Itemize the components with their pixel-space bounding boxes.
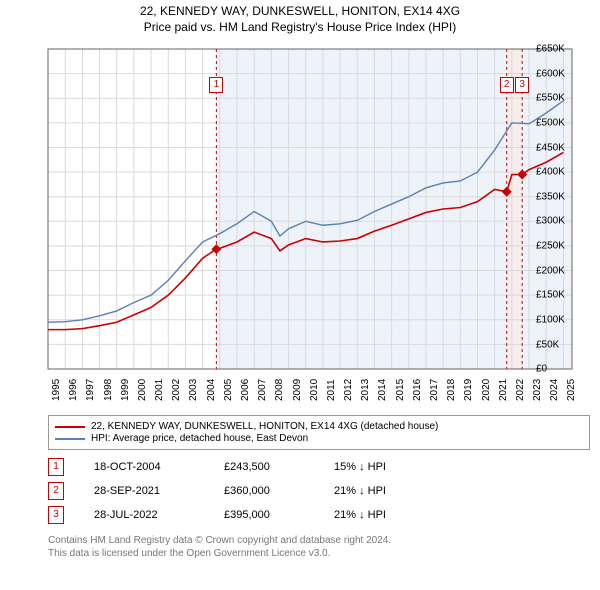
- x-tick-label: 2019: [463, 379, 474, 401]
- chart-container: 22, KENNEDY WAY, DUNKESWELL, HONITON, EX…: [0, 0, 600, 560]
- events-table: 1 18-OCT-2004 £243,500 15% ↓ HPI 2 28-SEP-202…: [48, 458, 590, 524]
- x-tick-label: 2007: [257, 379, 268, 401]
- event-date: 28-SEP-2021: [94, 485, 194, 497]
- event-price: £243,500: [224, 461, 304, 473]
- y-tick-label: £400K: [536, 167, 580, 178]
- x-tick-label: 1996: [68, 379, 79, 401]
- y-tick-label: £300K: [536, 216, 580, 227]
- legend-label: 22, KENNEDY WAY, DUNKESWELL, HONITON, EX…: [91, 421, 438, 432]
- x-tick-label: 2008: [274, 379, 285, 401]
- x-tick-label: 2016: [412, 379, 423, 401]
- legend-swatch: [55, 438, 85, 440]
- title-line-2: Price paid vs. HM Land Registry's House …: [0, 20, 600, 36]
- legend-swatch: [55, 426, 85, 428]
- event-marker-2: 2: [500, 77, 514, 93]
- x-tick-label: 2011: [326, 380, 337, 402]
- y-tick-label: £250K: [536, 241, 580, 252]
- x-tick-label: 2022: [515, 379, 526, 401]
- y-tick-label: £50K: [536, 339, 580, 350]
- event-delta: 21% ↓ HPI: [334, 509, 386, 521]
- footer-attribution: Contains HM Land Registry data © Crown c…: [48, 534, 590, 560]
- y-tick-label: £200K: [536, 265, 580, 276]
- x-tick-label: 2025: [566, 379, 577, 401]
- x-tick-label: 2023: [532, 379, 543, 401]
- event-marker-1: 1: [209, 77, 223, 93]
- x-tick-label: 2005: [223, 379, 234, 401]
- x-tick-label: 2009: [292, 379, 303, 401]
- event-number: 2: [48, 482, 64, 500]
- x-tick-label: 2012: [343, 379, 354, 401]
- event-row: 1 18-OCT-2004 £243,500 15% ↓ HPI: [48, 458, 590, 476]
- y-tick-label: £650K: [536, 44, 580, 55]
- x-tick-label: 2014: [377, 379, 388, 401]
- event-date: 18-OCT-2004: [94, 461, 194, 473]
- event-delta: 21% ↓ HPI: [334, 485, 386, 497]
- legend-item: 22, KENNEDY WAY, DUNKESWELL, HONITON, EX…: [55, 421, 583, 432]
- title-line-1: 22, KENNEDY WAY, DUNKESWELL, HONITON, EX…: [0, 4, 600, 20]
- x-tick-label: 1999: [120, 379, 131, 401]
- event-delta: 15% ↓ HPI: [334, 461, 386, 473]
- y-tick-label: £0: [536, 364, 580, 375]
- chart-area: £0 £50K £100K £150K £200K £250K £300K £350K £400…: [0, 41, 580, 411]
- x-tick-label: 2018: [446, 379, 457, 401]
- y-tick-label: £100K: [536, 314, 580, 325]
- x-tick-label: 1998: [103, 379, 114, 401]
- event-price: £395,000: [224, 509, 304, 521]
- y-tick-label: £600K: [536, 68, 580, 79]
- x-tick-label: 2021: [498, 379, 509, 401]
- x-tick-label: 2003: [188, 379, 199, 401]
- event-marker-3: 3: [515, 77, 529, 93]
- x-tick-label: 2024: [549, 379, 560, 401]
- title-block: 22, KENNEDY WAY, DUNKESWELL, HONITON, EX…: [0, 0, 600, 35]
- x-tick-label: 2006: [240, 379, 251, 401]
- x-tick-label: 2000: [137, 379, 148, 401]
- footer-line-1: Contains HM Land Registry data © Crown c…: [48, 534, 590, 547]
- x-tick-label: 2004: [206, 379, 217, 401]
- event-date: 28-JUL-2022: [94, 509, 194, 521]
- y-tick-label: £450K: [536, 142, 580, 153]
- legend: 22, KENNEDY WAY, DUNKESWELL, HONITON, EX…: [48, 415, 590, 450]
- x-tick-label: 2020: [481, 379, 492, 401]
- x-tick-label: 2010: [309, 379, 320, 401]
- y-tick-label: £500K: [536, 118, 580, 129]
- x-tick-label: 1995: [51, 379, 62, 401]
- x-tick-label: 2002: [171, 379, 182, 401]
- y-tick-label: £350K: [536, 191, 580, 202]
- event-row: 3 28-JUL-2022 £395,000 21% ↓ HPI: [48, 506, 590, 524]
- x-tick-label: 1997: [85, 379, 96, 401]
- legend-label: HPI: Average price, detached house, East…: [91, 433, 308, 444]
- y-tick-label: £150K: [536, 290, 580, 301]
- event-number: 3: [48, 506, 64, 524]
- x-tick-label: 2017: [429, 379, 440, 401]
- event-price: £360,000: [224, 485, 304, 497]
- chart-svg: [0, 41, 580, 411]
- y-tick-label: £550K: [536, 93, 580, 104]
- x-tick-label: 2015: [395, 379, 406, 401]
- x-tick-label: 2013: [360, 379, 371, 401]
- x-tick-label: 2001: [154, 379, 165, 401]
- legend-item: HPI: Average price, detached house, East…: [55, 433, 583, 444]
- event-number: 1: [48, 458, 64, 476]
- footer-line-2: This data is licensed under the Open Gov…: [48, 547, 590, 560]
- event-row: 2 28-SEP-2021 £360,000 21% ↓ HPI: [48, 482, 590, 500]
